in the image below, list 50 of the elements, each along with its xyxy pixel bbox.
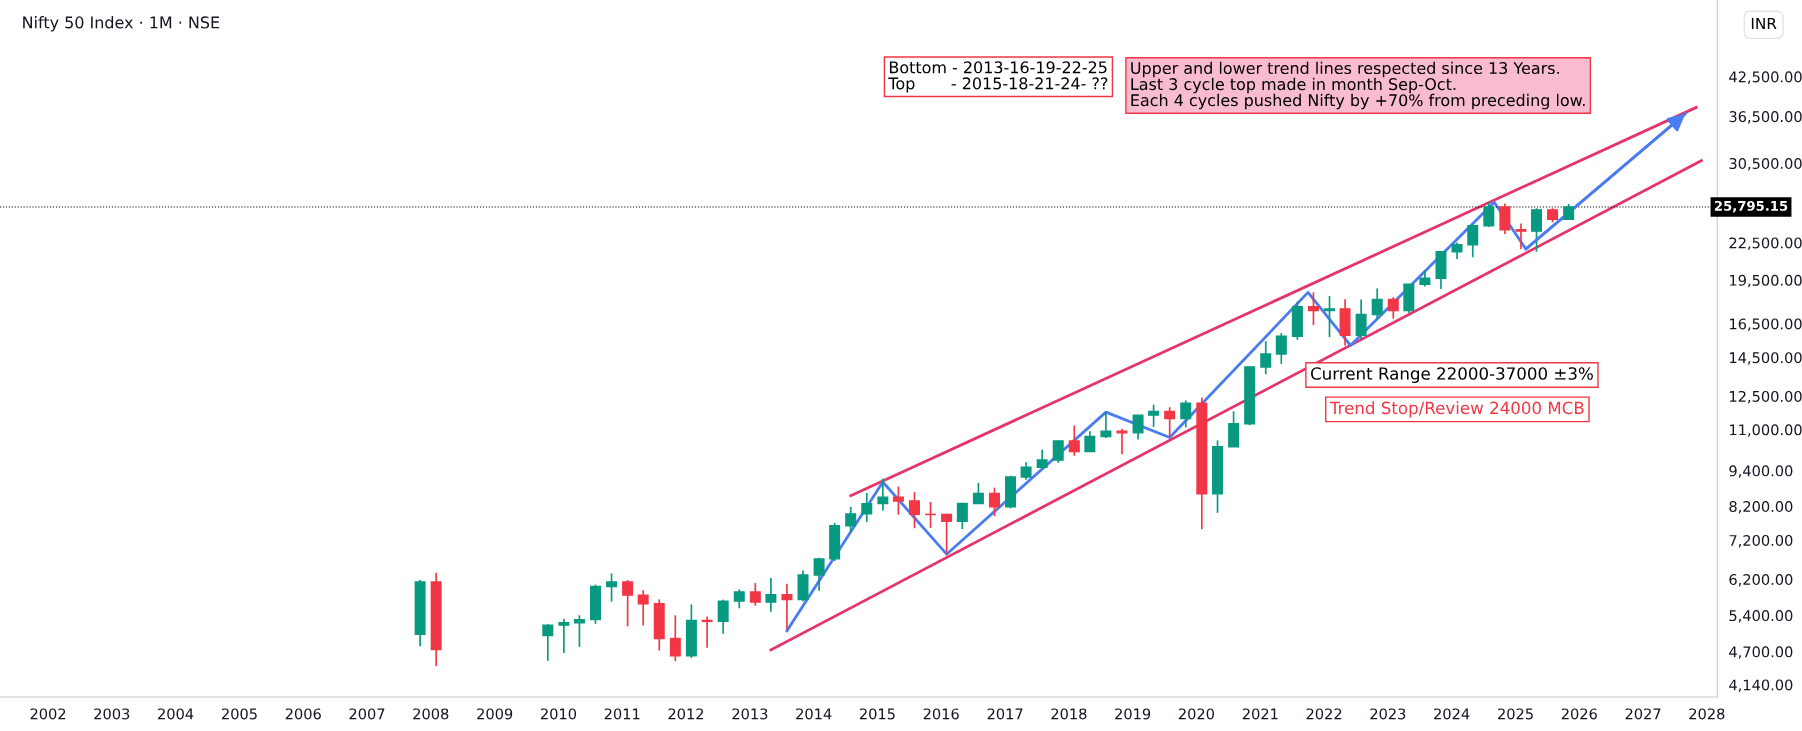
- x-tick-label: 2011: [604, 708, 640, 720]
- x-tick-label: 2017: [987, 708, 1023, 720]
- y-tick-label: 22,500.00: [1729, 237, 1802, 250]
- x-tick-label: 2023: [1370, 708, 1406, 720]
- x-tick-label: 2024: [1434, 708, 1470, 720]
- x-tick-label: 2003: [94, 708, 130, 720]
- x-tick-label: 2009: [477, 708, 513, 720]
- x-tick-label: 2002: [30, 708, 66, 720]
- y-axis-title: INR: [1751, 17, 1777, 30]
- x-tick-label: 2025: [1498, 708, 1533, 720]
- x-tick-label: 2020: [1178, 708, 1214, 720]
- y-tick-label: 7,200.00: [1729, 534, 1793, 548]
- x-tick-label: 2014: [796, 708, 832, 720]
- annotation: Current Range 22000-37000 ±3%: [1310, 367, 1593, 384]
- y-tick-label: 11,000.00: [1730, 424, 1802, 437]
- x-tick-label: 2005: [222, 708, 257, 720]
- y-tick-label: 42,500.00: [1729, 71, 1802, 84]
- x-tick-label: 2010: [540, 708, 577, 720]
- y-tick-label: 14,500.00: [1730, 352, 1802, 365]
- annotation: Trend Stop/Review 24000 MCB: [1329, 401, 1584, 418]
- y-tick-label: 9,400.00: [1729, 465, 1793, 478]
- x-tick-label: 2028: [1689, 708, 1725, 720]
- y-tick-label: 4,140.00: [1729, 679, 1793, 692]
- x-tick-label: 2026: [1561, 708, 1597, 720]
- x-tick-label: 2008: [413, 708, 449, 720]
- ref-line-label: 25,795.15: [1714, 200, 1788, 213]
- annotation: Upper and lower trend lines respected since 13 Years. Last 3 cycle top made in month Sep-Oct. Each 4 cycles pushed Nifty by +70% from preceding low.: [1131, 61, 1585, 110]
- y-tick-label: 16,500.00: [1730, 318, 1802, 331]
- y-tick-label: 30,500.00: [1729, 158, 1802, 171]
- y-tick-label: 12,500.00: [1730, 390, 1802, 404]
- x-tick-label: 2021: [1242, 708, 1278, 720]
- x-tick-label: 2016: [923, 708, 959, 720]
- y-tick-label: 6,200.00: [1729, 574, 1793, 587]
- x-tick-label: 2012: [668, 708, 704, 720]
- x-tick-label: 2027: [1625, 708, 1661, 720]
- annotation: Bottom - 2013-16-19-22-25 Top - 2015-18-21-24- ??: [888, 61, 1108, 93]
- x-tick-label: 2007: [349, 708, 385, 720]
- x-tick-label: 2019: [1115, 708, 1151, 720]
- y-tick-label: 8,200.00: [1729, 501, 1793, 514]
- x-tick-label: 2013: [732, 708, 768, 720]
- x-tick-label: 2018: [1051, 708, 1087, 720]
- y-tick-label: 5,400.00: [1729, 610, 1793, 623]
- y-tick-label: 4,700.00: [1729, 646, 1793, 659]
- y-tick-label: 19,500.00: [1730, 274, 1802, 288]
- x-tick-label: 2022: [1306, 708, 1342, 720]
- x-tick-label: 2006: [285, 708, 321, 720]
- y-tick-label: 36,500.00: [1729, 111, 1802, 124]
- text: Nifty 50 Index · 1M · NSE: [23, 16, 220, 32]
- x-tick-label: 2004: [158, 708, 194, 720]
- x-tick-label: 2015: [859, 708, 895, 720]
